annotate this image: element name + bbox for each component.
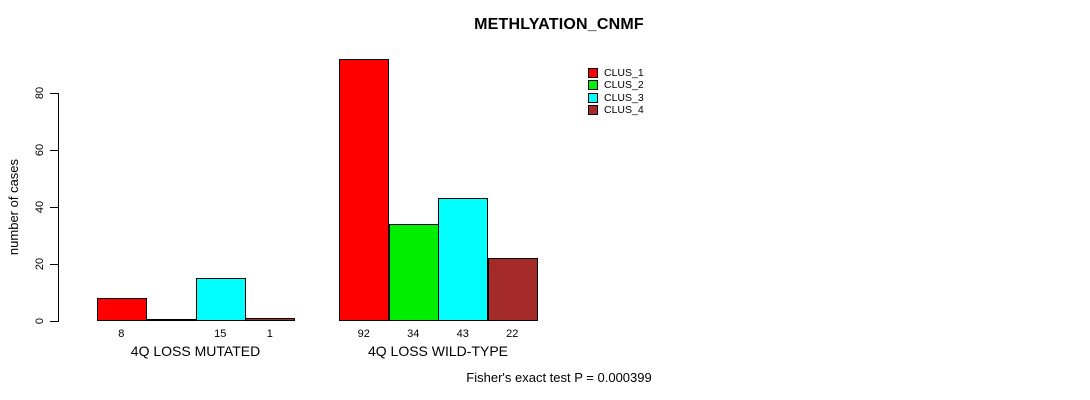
y-tick-mark: [50, 93, 58, 94]
bar-value-label: 34: [407, 328, 420, 340]
y-tick-label: 60: [34, 143, 46, 157]
bar-clus_3: [438, 198, 488, 321]
y-tick-mark: [50, 150, 58, 151]
y-tick-label: 0: [34, 317, 46, 325]
legend-label-clus_1: CLUS_1: [604, 67, 644, 80]
y-axis-line: [58, 93, 59, 322]
fisher-test-annotation: Fisher's exact test P = 0.000399: [466, 370, 652, 385]
y-tick-mark: [50, 264, 58, 265]
legend-label-clus_2: CLUS_2: [604, 79, 644, 92]
legend-row-clus_3: CLUS_3: [588, 92, 644, 104]
legend-label-clus_3: CLUS_3: [604, 91, 644, 104]
legend-row-clus_4: CLUS_4: [588, 104, 644, 116]
legend-swatch-clus_4: [588, 105, 598, 116]
chart-title: METHLYATION_CNMF: [474, 16, 644, 33]
y-tick-mark: [50, 321, 58, 322]
bar-clus_1: [339, 59, 389, 321]
x-axis-group-label: 4Q LOSS MUTATED: [130, 343, 261, 359]
y-tick-label: 40: [34, 200, 46, 214]
bar-value-label: 43: [456, 328, 469, 340]
y-tick-label: 80: [34, 86, 46, 100]
bar-clus_3: [195, 278, 246, 321]
legend-swatch-clus_2: [588, 80, 598, 91]
legend-label-clus_4: CLUS_4: [604, 104, 644, 117]
y-tick-label: 20: [34, 257, 46, 271]
bar-value-label: 1: [266, 328, 273, 340]
legend-swatch-clus_1: [588, 68, 598, 79]
legend-swatch-clus_3: [588, 92, 598, 103]
legend: CLUS_1 CLUS_2 CLUS_3 CLUS_4: [588, 67, 644, 116]
bar-value-label: 92: [357, 328, 370, 340]
bar-clus_4: [487, 258, 538, 321]
x-axis-group-label: 4Q LOSS WILD-TYPE: [367, 343, 509, 359]
bar-clus_1: [96, 298, 147, 321]
legend-row-clus_2: CLUS_2: [588, 79, 644, 91]
bar-clus_4: [245, 318, 295, 321]
bar-clus_2-zero: [146, 319, 196, 321]
bar-value-label: 22: [506, 328, 519, 340]
legend-row-clus_1: CLUS_1: [588, 67, 644, 79]
y-axis-label: number of cases: [6, 158, 21, 256]
bar-value-label: 15: [214, 328, 227, 340]
bar-value-label: 8: [118, 328, 125, 340]
y-tick-mark: [50, 207, 58, 208]
bar-clus_2: [388, 224, 439, 321]
